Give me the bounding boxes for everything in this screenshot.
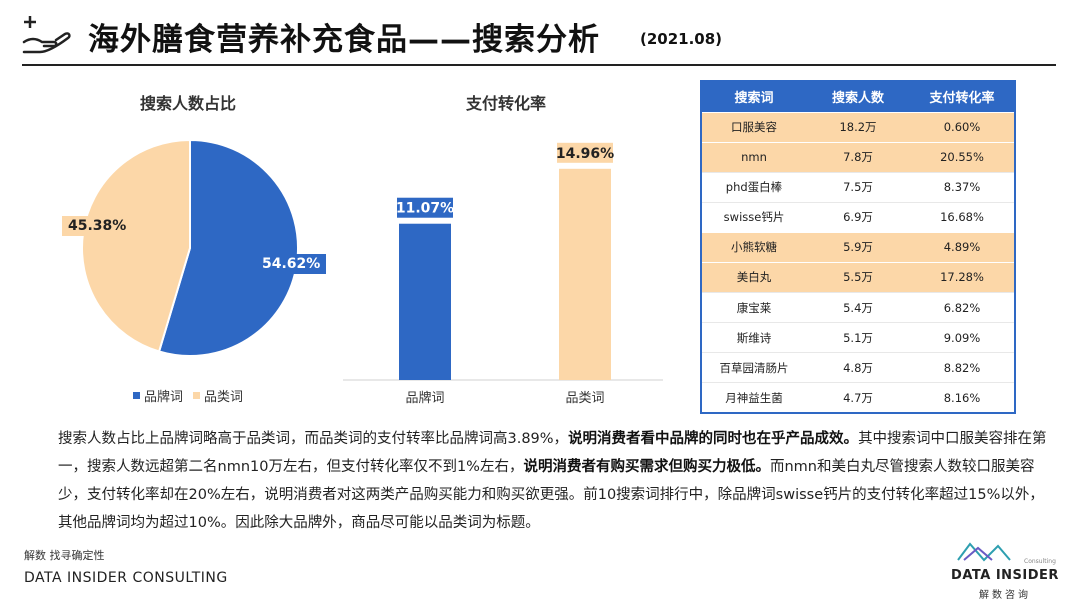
summary-text-3: 而nmn和美白丸尽管搜索人数较口服美容少，支付转化率却在20%左右，说明消费者对…	[58, 459, 1044, 531]
pie-value-label-brand: 54.62%	[256, 254, 327, 274]
pie-legend: 品牌词 品类词	[133, 386, 243, 405]
bar-value-label: 14.96%	[556, 146, 614, 162]
table-cell-term: 小熊软糖	[702, 231, 806, 263]
table-cell-term: 康宝莱	[702, 291, 806, 323]
table-cell-term: phd蛋白棒	[702, 171, 806, 203]
table-cell-rate: 8.82%	[910, 352, 1014, 383]
pie-chart	[81, 138, 299, 357]
table-cell-searchers: 4.8万	[806, 352, 910, 383]
data-insider-logo-icon	[957, 542, 1011, 562]
legend-label-brand: 品牌词	[144, 390, 184, 405]
table-row: 斯维诗 5.1万 9.09%	[702, 322, 1014, 353]
table-cell-rate: 6.82%	[910, 291, 1014, 323]
bar-value-label-bg	[557, 142, 613, 163]
table-row: 月神益生菌 4.7万 8.16%	[702, 382, 1014, 412]
page-date: (2021.08)	[640, 30, 723, 48]
bar-value-label-bg	[397, 197, 453, 218]
legend-item-brand: 品牌词	[133, 386, 183, 405]
table-row: 口服美容 18.2万 0.60%	[702, 111, 1014, 143]
search-term-table: 搜索词 搜索人数 支付转化率 口服美容 18.2万 0.60% nmn 7.8万 20.5…	[700, 80, 1016, 414]
pie-chart-title: 搜索人数占比	[140, 94, 237, 113]
table-cell-searchers: 6.9万	[806, 201, 910, 233]
table-cell-term: nmn	[702, 141, 806, 173]
bar-brand	[399, 223, 451, 380]
table-cell-searchers: 4.7万	[806, 382, 910, 412]
table-cell-term: 斯维诗	[702, 322, 806, 353]
table-cell-searchers: 7.8万	[806, 141, 910, 173]
bar-chart-title: 支付转化率	[466, 94, 547, 113]
header-divider	[22, 64, 1056, 66]
bar-category-label: 品类词	[565, 391, 604, 406]
table-cell-term: 月神益生菌	[702, 382, 806, 412]
page-title: 海外膳食营养补充食品——搜索分析	[88, 22, 600, 58]
hand-plus-logo-icon	[22, 16, 71, 54]
table-row: phd蛋白棒 7.5万 8.37%	[702, 171, 1014, 203]
table-cell-rate: 17.28%	[910, 261, 1014, 293]
table-cell-searchers: 5.1万	[806, 322, 910, 353]
summary-text-1: 搜索人数占比上品牌词略高于品类词，而品类词的支付转率比品牌词高3.89%，	[58, 431, 569, 447]
brand-name-cn: 解数咨询	[979, 590, 1031, 601]
table-cell-term: 百草园清肠片	[702, 352, 806, 383]
table-row: 美白丸 5.5万 17.28%	[702, 261, 1014, 293]
footer-tagline: 解数 找寻确定性	[24, 549, 105, 562]
table-cell-searchers: 18.2万	[806, 111, 910, 143]
table-cell-rate: 9.09%	[910, 322, 1014, 353]
column-header-rate: 支付转化率	[910, 82, 1014, 112]
summary-paragraph: 搜索人数占比上品牌词略高于品类词，而品类词的支付转率比品牌词高3.89%，说明消…	[58, 425, 1058, 537]
column-header-searchers: 搜索人数	[806, 82, 910, 112]
footer-company: DATA INSIDER CONSULTING	[24, 570, 228, 586]
summary-text-2: 其中搜索词中口服美容排在第一，搜索人数远超第二名nmn10万左右，但支付转化率仅…	[58, 431, 1047, 475]
legend-swatch-brand	[133, 392, 140, 399]
table-row: swisse钙片 6.9万 16.68%	[702, 201, 1014, 233]
brand-small-text: Consulting	[1024, 558, 1056, 565]
table-cell-rate: 8.16%	[910, 382, 1014, 412]
legend-swatch-category	[193, 392, 201, 399]
bar-category	[559, 168, 611, 380]
summary-bold-1: 说明消费者看中品牌的同时也在乎产品成效。	[568, 431, 859, 447]
legend-item-category: 品类词	[193, 386, 243, 405]
legend-label-category: 品类词	[204, 390, 244, 405]
table-cell-searchers: 5.4万	[806, 291, 910, 323]
bar-category-label: 品牌词	[405, 390, 444, 406]
pie-value-label-category: 45.38%	[62, 216, 133, 236]
table-cell-rate: 16.68%	[910, 201, 1014, 233]
table-cell-searchers: 5.5万	[806, 261, 910, 293]
summary-bold-2: 说明消费者有购买需求但购买力极低。	[523, 459, 770, 475]
table-cell-searchers: 7.5万	[806, 171, 910, 203]
table-header-row: 搜索词 搜索人数 支付转化率	[702, 82, 1014, 112]
table-cell-searchers: 5.9万	[806, 231, 910, 263]
column-header-term: 搜索词	[702, 82, 806, 112]
brand-name: DATA INSIDER	[951, 568, 1059, 583]
table-cell-rate: 8.37%	[910, 171, 1014, 203]
table-cell-term: 口服美容	[702, 111, 806, 143]
table-row: 小熊软糖 5.9万 4.89%	[702, 231, 1014, 263]
table-cell-term: 美白丸	[702, 261, 806, 293]
table-row: 康宝莱 5.4万 6.82%	[702, 291, 1014, 323]
table-row: nmn 7.8万 20.55%	[702, 141, 1014, 173]
table-cell-rate: 0.60%	[910, 111, 1014, 143]
table-row: 百草园清肠片 4.8万 8.82%	[702, 352, 1014, 383]
table-cell-rate: 20.55%	[910, 141, 1014, 173]
bar-chart: 11.07% 品牌词 14.96% 品类词	[343, 142, 663, 406]
table-cell-rate: 4.89%	[910, 231, 1014, 263]
bar-value-label: 11.07%	[396, 201, 454, 217]
table-cell-term: swisse钙片	[702, 201, 806, 233]
